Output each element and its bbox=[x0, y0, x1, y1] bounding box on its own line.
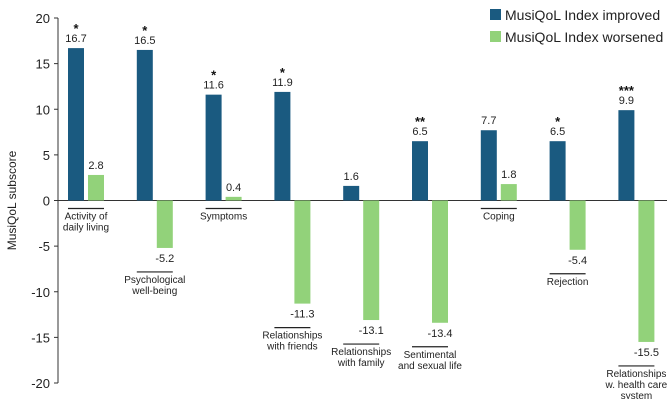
y-tick-label: 5 bbox=[43, 148, 50, 163]
bar-improved bbox=[205, 94, 222, 201]
data-label-worsened: -15.5 bbox=[634, 347, 659, 359]
category-label: Sentimental bbox=[404, 350, 457, 361]
category-label: Rejection bbox=[547, 277, 589, 288]
bar-improved bbox=[549, 141, 566, 201]
y-tick-label: 0 bbox=[43, 194, 50, 209]
category-label: daily living bbox=[63, 223, 109, 234]
y-tick-label: -20 bbox=[31, 376, 50, 391]
y-tick-label: -5 bbox=[38, 239, 50, 254]
bar-worsened bbox=[569, 200, 586, 250]
bar-worsened bbox=[432, 200, 448, 323]
data-label-worsened: 0.4 bbox=[226, 182, 241, 194]
bars bbox=[68, 48, 655, 342]
significance-marker: * bbox=[280, 65, 286, 80]
bar-improved bbox=[618, 110, 635, 201]
bar-worsened bbox=[638, 200, 655, 342]
category-label: Relationships bbox=[331, 347, 391, 358]
y-tick-label: 20 bbox=[36, 11, 50, 26]
significance-marker: ** bbox=[415, 114, 426, 129]
legend-label: MusiQoL Index improved bbox=[505, 7, 660, 23]
significance-marker: * bbox=[555, 114, 561, 129]
data-label-improved: 16.7 bbox=[65, 33, 86, 45]
data-label-worsened: -13.1 bbox=[359, 325, 384, 337]
legend-label: MusiQoL Index worsened bbox=[505, 29, 663, 45]
y-tick-label: 10 bbox=[36, 102, 50, 117]
data-label-improved: 7.7 bbox=[481, 115, 496, 127]
data-label-worsened: 1.8 bbox=[501, 169, 516, 181]
bar-worsened bbox=[294, 200, 311, 304]
bar-improved bbox=[343, 185, 360, 201]
category-label: well-being bbox=[131, 286, 177, 297]
data-label-improved: 6.5 bbox=[550, 126, 565, 138]
bar-worsened bbox=[88, 174, 104, 201]
data-label-improved: 11.9 bbox=[272, 77, 293, 89]
bar-improved bbox=[480, 130, 497, 201]
bar-worsened bbox=[500, 184, 517, 201]
bar-improved bbox=[68, 48, 84, 201]
significance-marker: *** bbox=[619, 83, 635, 98]
bar-improved bbox=[136, 49, 153, 201]
category-label: with family bbox=[337, 358, 385, 369]
category-label: Relationships bbox=[606, 369, 666, 380]
category-label: system bbox=[621, 391, 653, 399]
data-label-worsened: -5.2 bbox=[155, 253, 174, 265]
legend: MusiQoL Index improved MusiQoL Index wors… bbox=[490, 7, 663, 45]
category-label: Activity of bbox=[65, 212, 108, 223]
bar-worsened bbox=[156, 200, 173, 248]
category-label: and sexual life bbox=[398, 361, 462, 372]
category-label: with friends bbox=[266, 342, 318, 353]
data-label-improved: 16.5 bbox=[134, 35, 155, 47]
significance-marker: * bbox=[142, 23, 148, 38]
bar-improved bbox=[412, 141, 428, 201]
category-label: Coping bbox=[483, 212, 515, 223]
bar-worsened bbox=[363, 200, 380, 321]
data-label-worsened: -13.4 bbox=[427, 328, 452, 340]
data-label-improved: 6.5 bbox=[412, 126, 427, 138]
legend-swatch bbox=[490, 31, 501, 42]
category-label: w. health care bbox=[605, 380, 667, 391]
data-labels: 16.72.8*16.5-5.2*11.60.4*11.9-11.3*1.6-1… bbox=[65, 21, 659, 359]
legend-swatch bbox=[490, 9, 501, 20]
data-label-improved: 11.6 bbox=[203, 80, 224, 92]
category-label: Relationships bbox=[262, 331, 322, 342]
bar-worsened bbox=[225, 196, 242, 201]
data-label-worsened: 2.8 bbox=[88, 160, 103, 172]
significance-marker: * bbox=[211, 68, 217, 83]
significance-marker: * bbox=[73, 21, 79, 36]
data-label-improved: 9.9 bbox=[619, 95, 634, 107]
bar-improved bbox=[274, 91, 291, 201]
y-tick-label: -15 bbox=[31, 330, 50, 345]
data-label-improved: 1.6 bbox=[344, 171, 359, 183]
y-tick-label: 15 bbox=[36, 57, 50, 72]
category-label: Psychological bbox=[124, 275, 185, 286]
data-label-worsened: -5.4 bbox=[568, 255, 587, 267]
y-axis-label: MusiQoL subscore bbox=[5, 150, 19, 250]
data-label-worsened: -11.3 bbox=[290, 309, 314, 321]
category-label: Symptoms bbox=[200, 212, 247, 223]
y-tick-label: -10 bbox=[31, 285, 50, 300]
